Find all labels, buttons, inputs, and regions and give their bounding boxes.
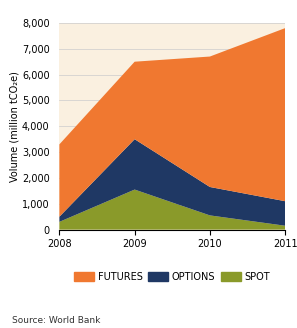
Y-axis label: Volume (million tCO₂e): Volume (million tCO₂e) <box>9 71 19 182</box>
Text: Source: World Bank: Source: World Bank <box>12 316 100 325</box>
Legend: FUTURES, OPTIONS, SPOT: FUTURES, OPTIONS, SPOT <box>71 268 274 285</box>
